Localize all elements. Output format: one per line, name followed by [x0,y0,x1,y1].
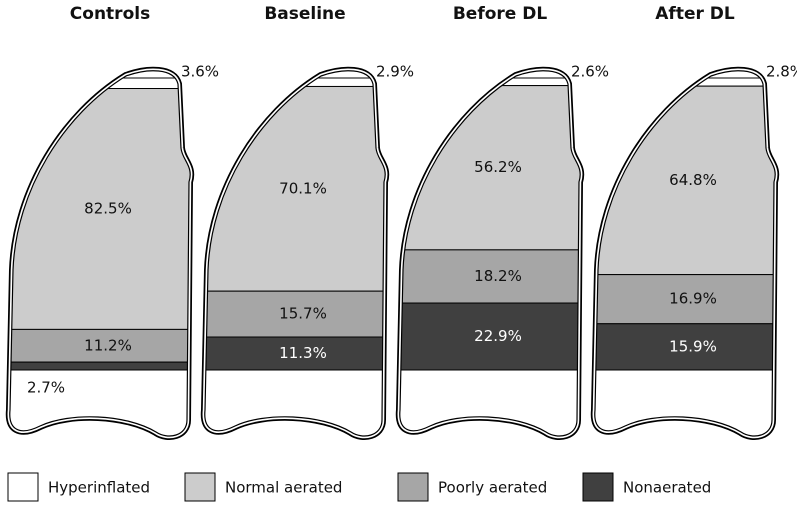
value-label: 11.3% [279,344,327,362]
lung-border [399,70,581,437]
segment [9,328,191,363]
segment [594,77,776,87]
lung-panel: 3.6% 82.5% 11.2% 2.7% [5,63,219,440]
panel-title: Controls [70,4,150,24]
lung-panel: 2.6% 56.2% 18.2% 22.9% [395,63,609,440]
segment [204,77,386,87]
legend-swatch [7,472,39,502]
segment [399,302,581,371]
panel-title: Before DL [453,4,548,24]
legend-swatch [184,472,216,502]
value-label: 82.5% [84,199,132,217]
segment [204,336,386,371]
value-label: 56.2% [474,158,522,176]
value-label: 11.2% [84,336,132,354]
legend-label: Hyperinflated [48,479,150,497]
lung-border [594,70,776,437]
segment [399,249,581,304]
panel-title: Baseline [264,4,345,24]
value-label: 3.6% [181,63,219,81]
value-label: 64.8% [669,171,717,189]
value-label: 16.9% [669,290,717,308]
segment [9,77,191,90]
segment [9,361,191,371]
value-label: 2.7% [27,379,65,397]
value-label: 22.9% [474,327,522,345]
lung-panel: 2.9% 70.1% 15.7% 11.3% [200,63,414,440]
value-label: 2.8% [766,63,797,81]
legend-label: Normal aerated [225,479,342,497]
segment [594,323,776,371]
lung-fill [594,77,776,371]
lung-border [204,70,386,437]
panel-title: After DL [655,4,735,24]
legend-swatch [582,472,614,502]
lung-fill [9,77,191,371]
legend-label: Nonaerated [623,479,711,497]
value-label: 15.7% [279,305,327,323]
value-label: 15.9% [669,337,717,355]
value-label: 2.6% [571,63,609,81]
lung-fill [204,77,386,371]
value-label: 2.9% [376,63,414,81]
legend-label: Poorly aerated [438,479,547,497]
segment [594,274,776,325]
value-label: 70.1% [279,179,327,197]
segment [399,77,581,87]
legend-swatch [397,472,429,502]
lung-panel: 2.8% 64.8% 16.9% 15.9% [590,63,797,440]
value-label: 18.2% [474,267,522,285]
lung-border [9,70,191,437]
